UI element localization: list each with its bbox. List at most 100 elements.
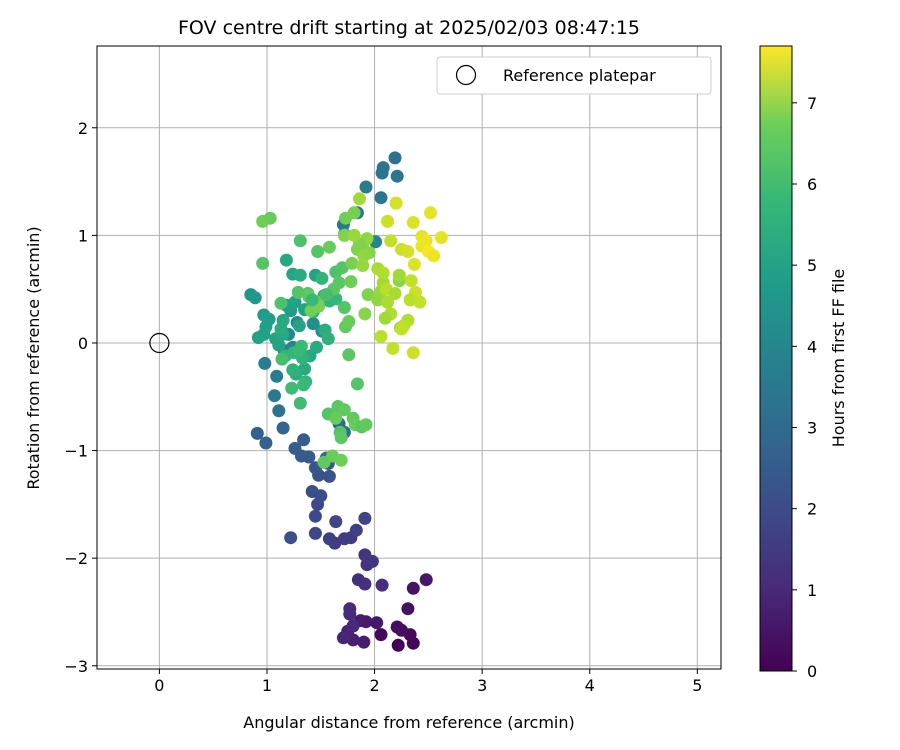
colorbar-tick-label: 2 xyxy=(807,500,817,519)
data-point xyxy=(389,196,403,210)
data-point xyxy=(319,288,333,302)
data-point xyxy=(342,348,356,362)
data-point xyxy=(329,515,343,529)
colorbar-tick-label: 5 xyxy=(807,256,817,275)
data-point xyxy=(337,228,351,242)
data-point xyxy=(297,378,311,392)
data-point xyxy=(336,631,350,645)
data-point xyxy=(381,295,394,309)
data-point xyxy=(274,322,288,336)
data-point xyxy=(427,249,441,263)
data-point xyxy=(358,577,372,591)
data-point xyxy=(288,441,302,455)
data-point xyxy=(248,291,262,305)
y-tick-label: −2 xyxy=(64,549,88,568)
x-ticks: 0 1 2 3 4 5 xyxy=(154,669,702,695)
data-point xyxy=(321,332,335,346)
data-point xyxy=(308,526,322,540)
x-tick-label: 1 xyxy=(262,676,272,695)
data-point xyxy=(404,274,418,288)
data-point xyxy=(407,257,421,271)
data-point xyxy=(419,234,433,248)
data-point xyxy=(378,311,392,325)
data-point xyxy=(292,319,306,333)
data-point xyxy=(272,404,286,418)
x-tick-label: 5 xyxy=(692,676,702,695)
data-point xyxy=(259,436,273,450)
colorbar-tick-label: 0 xyxy=(807,662,817,681)
data-point xyxy=(251,331,265,345)
data-point xyxy=(337,301,351,314)
data-point xyxy=(272,338,286,352)
data-point xyxy=(361,288,375,302)
data-point xyxy=(258,356,272,370)
data-point xyxy=(358,511,372,525)
data-point xyxy=(262,312,276,326)
data-point xyxy=(350,377,364,391)
data-point xyxy=(359,418,373,432)
data-point xyxy=(413,295,427,309)
data-point xyxy=(285,381,299,395)
colorbar-tick-label: 1 xyxy=(807,581,817,600)
data-point xyxy=(322,469,336,483)
data-point xyxy=(268,389,281,403)
reference-point-marker xyxy=(149,332,170,354)
data-point xyxy=(322,532,336,546)
data-point xyxy=(403,293,417,307)
x-tick-label: 4 xyxy=(585,676,595,695)
data-point xyxy=(384,234,398,248)
colorbar: 0 1 2 3 4 5 6 7 Hours from first FF file xyxy=(759,45,848,681)
data-point xyxy=(401,245,415,258)
data-point xyxy=(356,259,370,272)
legend: Reference platepar xyxy=(436,56,712,95)
data-point xyxy=(344,275,358,289)
data-point xyxy=(293,396,307,410)
chart-title: FOV centre drift starting at 2025/02/03 … xyxy=(178,17,640,39)
y-tick-label: 0 xyxy=(78,334,88,353)
y-tick-label: 2 xyxy=(78,119,88,138)
data-point xyxy=(270,369,284,383)
data-point xyxy=(365,554,379,568)
data-point xyxy=(392,268,406,282)
data-point xyxy=(311,245,325,258)
data-point xyxy=(334,453,348,467)
data-point xyxy=(395,322,408,336)
data-point xyxy=(274,296,288,310)
colorbar-tick-label: 4 xyxy=(807,337,817,356)
data-point xyxy=(349,523,363,537)
data-point xyxy=(374,628,388,642)
colorbar-label: Hours from first FF file xyxy=(829,269,848,448)
data-point xyxy=(406,216,420,229)
data-point xyxy=(359,180,373,194)
data-point xyxy=(293,234,307,248)
data-point xyxy=(305,293,319,307)
y-tick-label: −1 xyxy=(64,442,88,461)
data-point xyxy=(305,485,319,498)
data-point xyxy=(343,602,357,616)
x-tick-label: 2 xyxy=(369,676,379,695)
data-point xyxy=(297,433,311,447)
data-point xyxy=(293,268,307,282)
data-point xyxy=(263,211,277,225)
grid xyxy=(97,46,721,669)
data-point xyxy=(358,307,372,321)
data-point xyxy=(357,249,371,263)
data-point xyxy=(375,578,389,592)
data-point xyxy=(306,317,320,331)
data-point xyxy=(388,151,402,165)
data-point xyxy=(329,411,343,425)
x-tick-label: 0 xyxy=(154,676,164,695)
data-point xyxy=(376,161,390,175)
data-point xyxy=(337,403,351,417)
x-axis-label: Angular distance from reference (arcmin) xyxy=(243,713,574,732)
y-axis-label: Rotation from reference (arcmin) xyxy=(24,226,43,489)
plot-frame xyxy=(96,45,722,670)
data-point xyxy=(381,214,394,228)
data-point xyxy=(250,426,264,440)
colorbar-tick-label: 3 xyxy=(807,418,817,437)
data-point xyxy=(424,206,437,220)
colorbar-tick-label: 7 xyxy=(807,94,817,113)
data-point xyxy=(374,191,388,205)
data-point xyxy=(308,509,322,523)
data-point xyxy=(406,581,420,595)
